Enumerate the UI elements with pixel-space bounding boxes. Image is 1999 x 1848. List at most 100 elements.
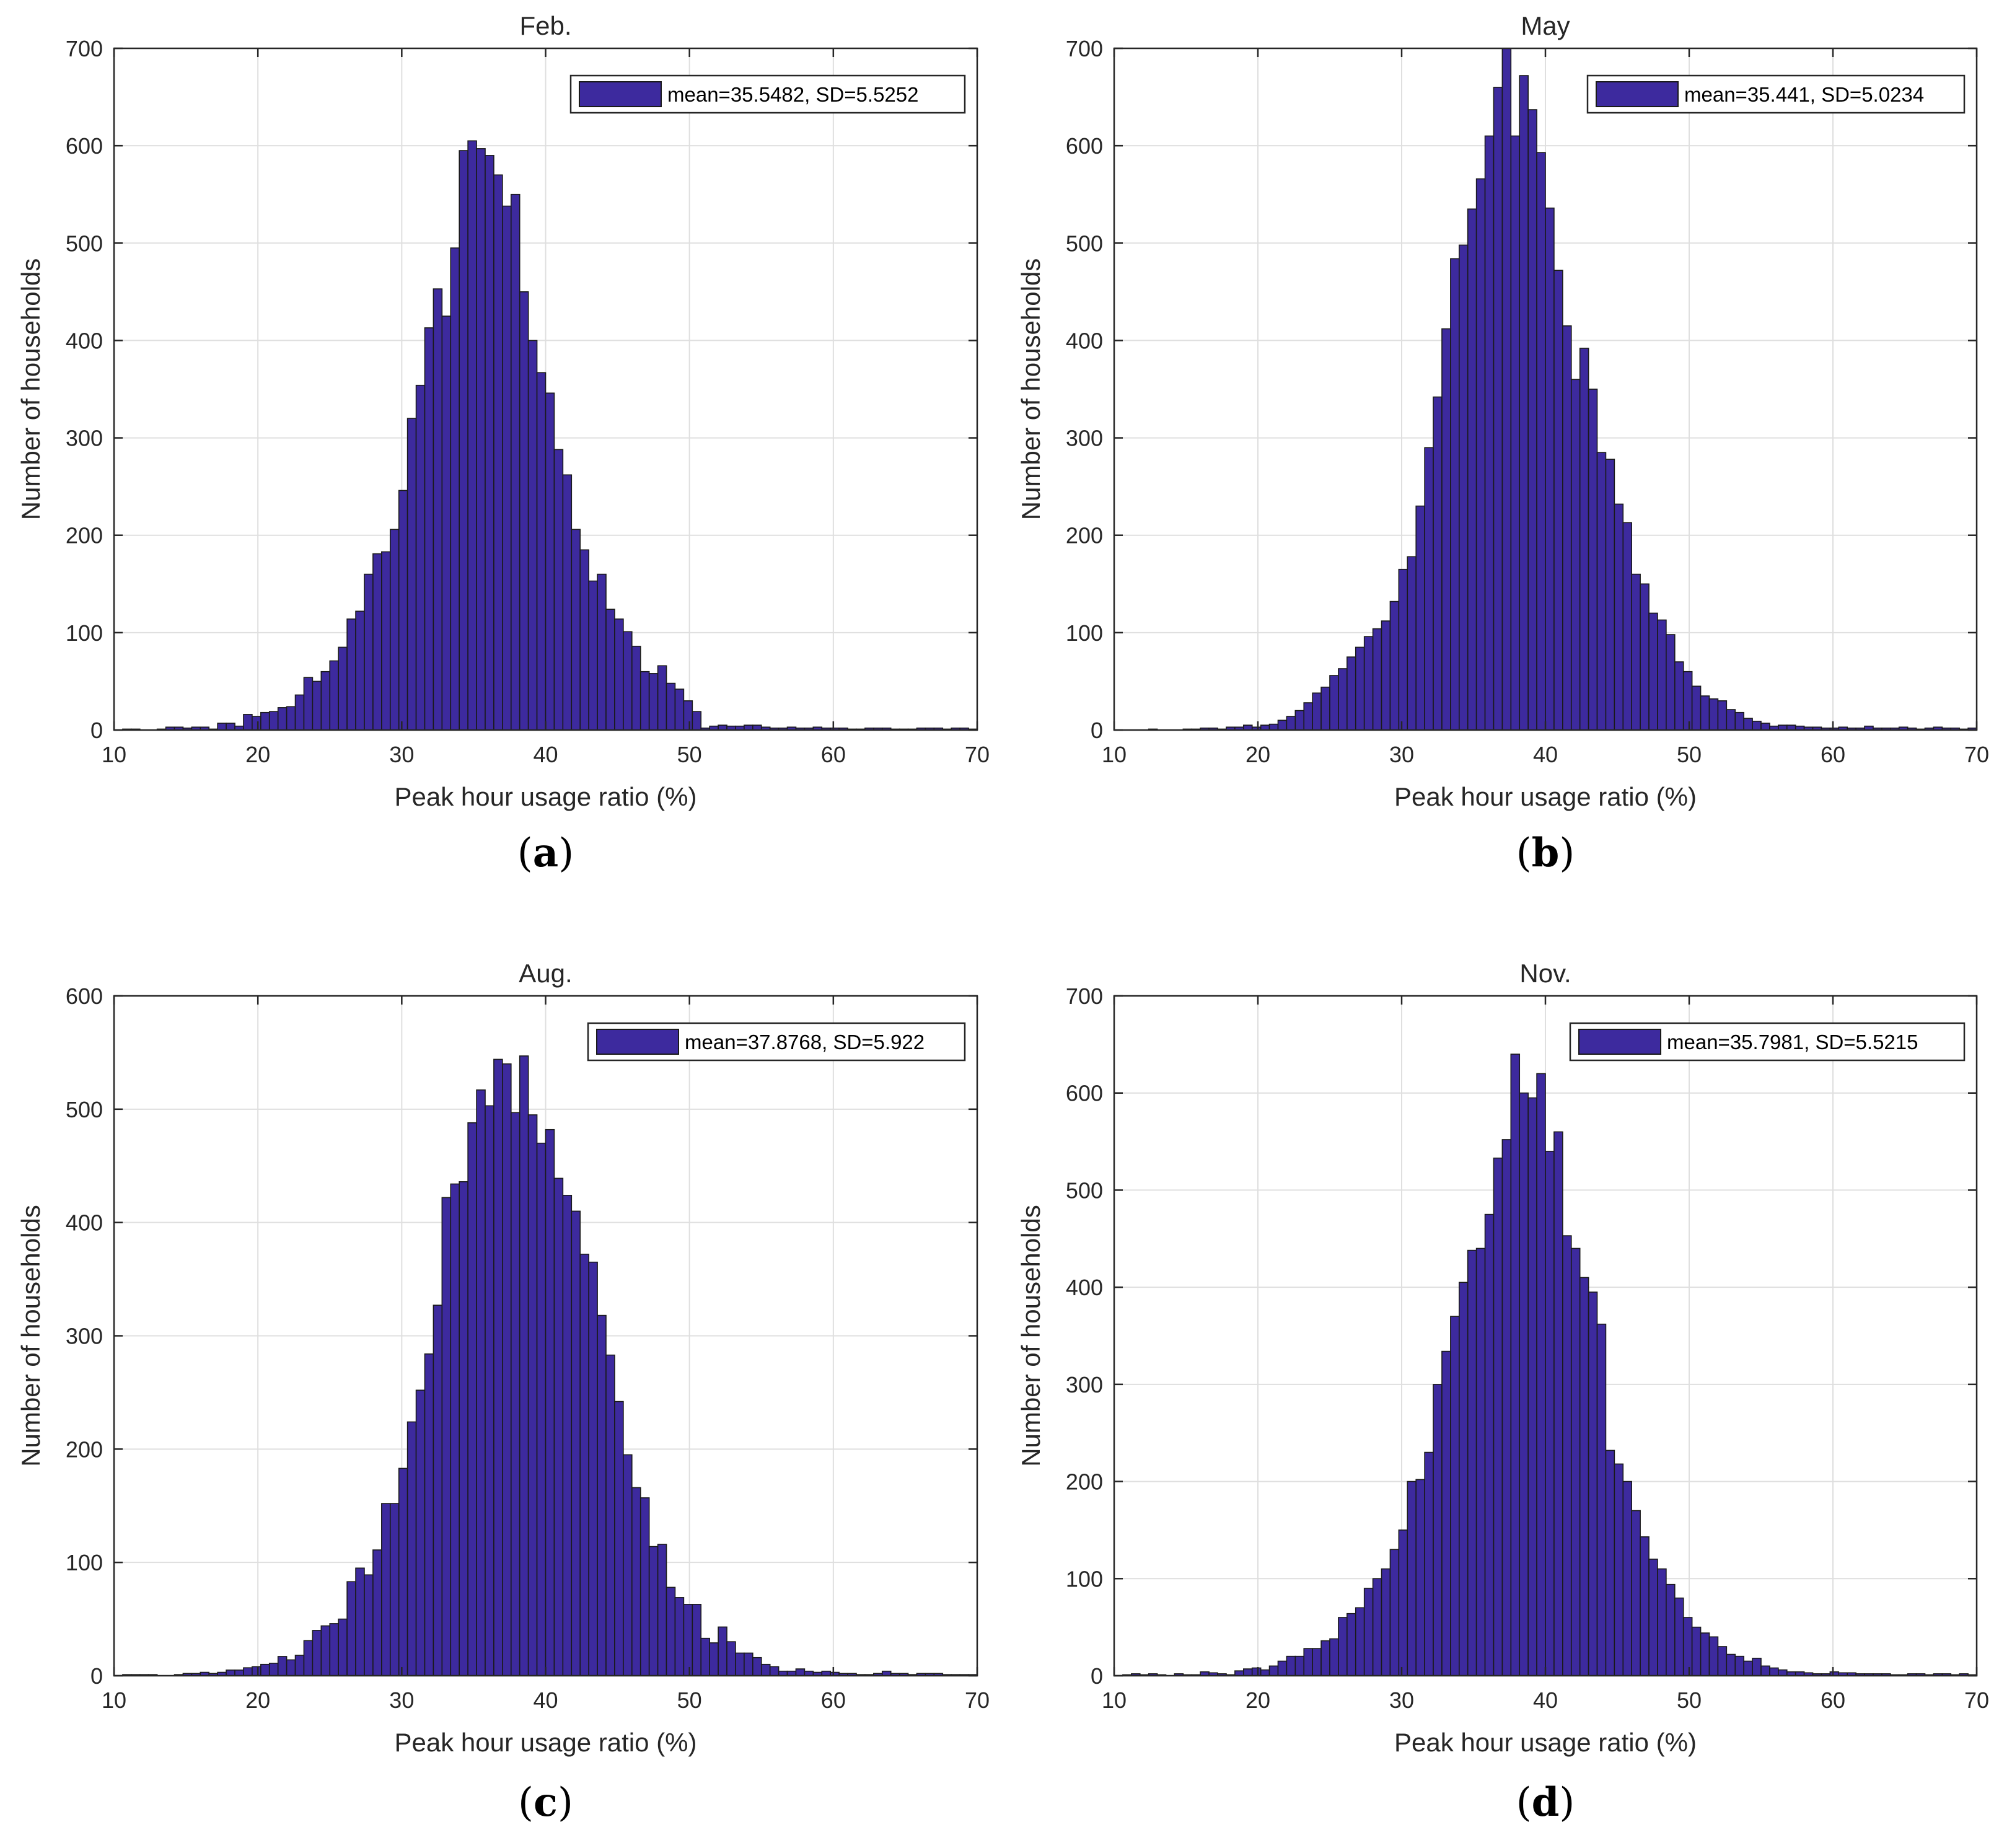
bar [571, 529, 581, 731]
bar [1596, 1323, 1607, 1676]
bar [1312, 692, 1322, 731]
bar [1605, 459, 1615, 731]
y-tick-label: 500 [1066, 231, 1103, 256]
bar [252, 716, 261, 731]
bar [735, 1652, 745, 1676]
bar [286, 1659, 296, 1676]
bar [1708, 1636, 1719, 1676]
x-tick-label: 20 [245, 742, 270, 767]
bar [312, 1630, 322, 1676]
y-tick-label: 600 [66, 133, 103, 159]
legend-swatch [579, 81, 662, 107]
y-tick-label: 100 [66, 620, 103, 646]
x-tick-label: 10 [1102, 742, 1127, 767]
chart-title: Feb. [519, 11, 571, 40]
y-tick-label: 700 [66, 36, 103, 61]
bar [433, 1305, 443, 1676]
bar [346, 1581, 356, 1676]
x-tick-label: 40 [533, 1687, 558, 1713]
panel-label: (a) [517, 830, 574, 876]
y-tick-label: 300 [66, 426, 103, 451]
bar [277, 707, 288, 731]
chart-title: Nov. [1519, 959, 1571, 988]
bar [1666, 1583, 1676, 1676]
bar [441, 1197, 452, 1676]
x-tick-label: 50 [1677, 742, 1702, 767]
bar [571, 1210, 581, 1676]
bar [1674, 661, 1684, 731]
bar [623, 1454, 633, 1676]
bar [1527, 109, 1537, 731]
bar [1588, 389, 1598, 731]
bar [510, 1112, 521, 1676]
bar [1277, 1660, 1288, 1676]
bar [1760, 1665, 1770, 1676]
legend: mean=37.8768, SD=5.922 [587, 1022, 966, 1062]
y-tick-label: 100 [1066, 620, 1103, 646]
x-tick-label: 30 [389, 742, 414, 767]
bar [1596, 452, 1607, 731]
bar [1286, 716, 1296, 731]
x-axis-label: Peak hour usage ratio (%) [395, 782, 697, 811]
bar [1734, 711, 1744, 731]
histogram-bars [1122, 1054, 1977, 1676]
bar [1338, 1617, 1348, 1676]
bar [1329, 675, 1339, 731]
bar [1355, 1607, 1365, 1676]
x-tick-label: 70 [965, 742, 990, 767]
bar [260, 711, 270, 731]
y-tick-label: 700 [1066, 36, 1103, 61]
bar [1398, 568, 1408, 731]
bar [1743, 1660, 1753, 1676]
bar [1243, 1668, 1253, 1676]
bar [1450, 1316, 1460, 1676]
bar [1347, 656, 1356, 731]
bar [527, 1114, 538, 1676]
y-tick-label: 0 [1091, 718, 1103, 743]
bar [1760, 723, 1770, 731]
bar [588, 580, 598, 731]
bar [1640, 1536, 1650, 1676]
bar [631, 1487, 641, 1676]
bar [433, 288, 443, 731]
y-tick-label: 300 [1066, 1372, 1103, 1397]
histogram-bars [122, 140, 978, 731]
bar [1726, 1653, 1736, 1676]
bar [406, 1421, 417, 1676]
y-tick-label: 300 [1066, 426, 1103, 451]
legend-swatch [1596, 81, 1679, 107]
bar [1743, 718, 1753, 731]
bar [1682, 1617, 1693, 1676]
bar [1752, 1657, 1762, 1676]
bar [320, 1625, 331, 1676]
bar [1778, 1669, 1788, 1676]
bar [631, 646, 641, 731]
x-tick-label: 20 [1246, 1687, 1270, 1713]
bar [1717, 1646, 1728, 1676]
chart-title: Aug. [519, 959, 572, 988]
bar [614, 618, 624, 731]
bar [1700, 695, 1710, 731]
bar [692, 1604, 702, 1676]
bar [303, 677, 314, 731]
bar [364, 1574, 374, 1676]
bar [1493, 87, 1503, 731]
y-tick-label: 600 [1066, 1081, 1103, 1106]
bar [1381, 1568, 1391, 1676]
bar [666, 682, 676, 731]
bar [329, 660, 339, 731]
bar [1648, 612, 1658, 731]
bar [597, 573, 607, 731]
bar [639, 671, 650, 731]
bar [415, 384, 426, 731]
bar [1389, 1549, 1400, 1676]
bar [1415, 505, 1425, 731]
bar [1484, 1213, 1495, 1676]
bar [1398, 1529, 1408, 1676]
bar [1682, 671, 1693, 731]
bar [1527, 1097, 1537, 1676]
bar [1329, 1638, 1339, 1676]
bar [545, 392, 555, 731]
bar [1459, 1282, 1469, 1676]
bar [1579, 1277, 1589, 1676]
